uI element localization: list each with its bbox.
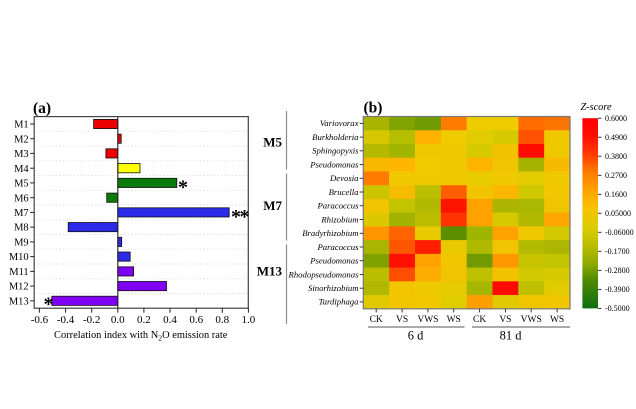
svg-text:(b): (b) — [364, 100, 383, 117]
svg-text:0.6000: 0.6000 — [605, 114, 627, 123]
svg-text:0.2700: 0.2700 — [605, 171, 627, 180]
svg-text:Pseudomonas: Pseudomonas — [309, 159, 359, 169]
svg-text:Paracoccus: Paracoccus — [316, 242, 359, 252]
svg-text:0.8: 0.8 — [215, 314, 229, 326]
svg-text:*: * — [44, 294, 54, 316]
svg-text:VS: VS — [499, 315, 511, 325]
svg-text:M2: M2 — [14, 134, 29, 145]
svg-text:M12: M12 — [9, 282, 29, 293]
svg-text:WS: WS — [447, 315, 461, 325]
svg-text:-0.4: -0.4 — [57, 314, 75, 326]
svg-text:VWS: VWS — [521, 315, 542, 325]
svg-text:M10: M10 — [9, 252, 29, 263]
svg-text:-0.6: -0.6 — [31, 314, 49, 326]
svg-text:0.6: 0.6 — [189, 314, 203, 326]
svg-text:Tardiphaga: Tardiphaga — [319, 297, 360, 307]
svg-text:*: * — [178, 177, 188, 199]
svg-text:Rhizobium: Rhizobium — [320, 214, 358, 224]
svg-text:Sinorhizobium: Sinorhizobium — [308, 283, 359, 293]
svg-text:M1: M1 — [14, 120, 29, 131]
svg-text:Variovorax: Variovorax — [320, 118, 359, 128]
svg-text:0.4900: 0.4900 — [605, 133, 627, 142]
svg-text:0.3800: 0.3800 — [605, 152, 627, 161]
svg-text:M5: M5 — [263, 135, 282, 150]
svg-text:M13: M13 — [257, 264, 283, 279]
svg-text:M5: M5 — [14, 179, 29, 190]
svg-text:Pseudomonas: Pseudomonas — [309, 256, 359, 266]
svg-text:WS: WS — [550, 315, 564, 325]
svg-text:-0.2: -0.2 — [83, 314, 100, 326]
svg-text:-0.5000: -0.5000 — [605, 304, 630, 313]
svg-text:M3: M3 — [14, 149, 29, 160]
svg-text:CK: CK — [370, 315, 383, 325]
svg-text:Paracoccus: Paracoccus — [316, 201, 359, 211]
svg-text:Brucella: Brucella — [329, 187, 360, 197]
svg-text:0.1600: 0.1600 — [605, 190, 627, 199]
svg-text:-0.2800: -0.2800 — [605, 266, 630, 275]
svg-text:0.4: 0.4 — [163, 314, 177, 326]
svg-text:VWS: VWS — [417, 315, 438, 325]
svg-text:CK: CK — [473, 315, 486, 325]
svg-text:Devosia: Devosia — [329, 173, 359, 183]
svg-text:0.0: 0.0 — [111, 314, 125, 326]
svg-text:M4: M4 — [14, 164, 29, 175]
svg-text:Rhodopseudomonas: Rhodopseudomonas — [288, 269, 360, 279]
svg-text:**: ** — [231, 206, 250, 228]
svg-text:M7: M7 — [14, 208, 29, 219]
svg-text:M13: M13 — [9, 296, 29, 307]
svg-text:6 d: 6 d — [408, 329, 424, 343]
svg-text:M11: M11 — [9, 267, 28, 278]
svg-text:-0.3900: -0.3900 — [605, 285, 630, 294]
svg-text:M6: M6 — [14, 193, 29, 204]
svg-text:Burkholderia: Burkholderia — [312, 132, 359, 142]
svg-text:Sphingopyxis: Sphingopyxis — [312, 146, 359, 156]
svg-text:Bradyrhizobium: Bradyrhizobium — [302, 228, 358, 238]
svg-text:M7: M7 — [263, 198, 282, 213]
svg-text:Z-score: Z-score — [580, 102, 612, 113]
svg-text:81 d: 81 d — [500, 329, 523, 343]
svg-text:(a): (a) — [33, 100, 51, 117]
svg-text:Correlation index with N2O emi: Correlation index with N2O emission rate — [54, 330, 228, 342]
svg-text:M8: M8 — [14, 223, 29, 234]
svg-text:1.0: 1.0 — [242, 314, 256, 326]
svg-text:VS: VS — [396, 315, 408, 325]
svg-text:0.05000: 0.05000 — [605, 209, 631, 218]
svg-text:-0.06000: -0.06000 — [605, 228, 634, 237]
svg-text:0.2: 0.2 — [137, 314, 151, 326]
svg-text:M9: M9 — [14, 238, 29, 249]
svg-text:-0.1700: -0.1700 — [605, 247, 630, 256]
